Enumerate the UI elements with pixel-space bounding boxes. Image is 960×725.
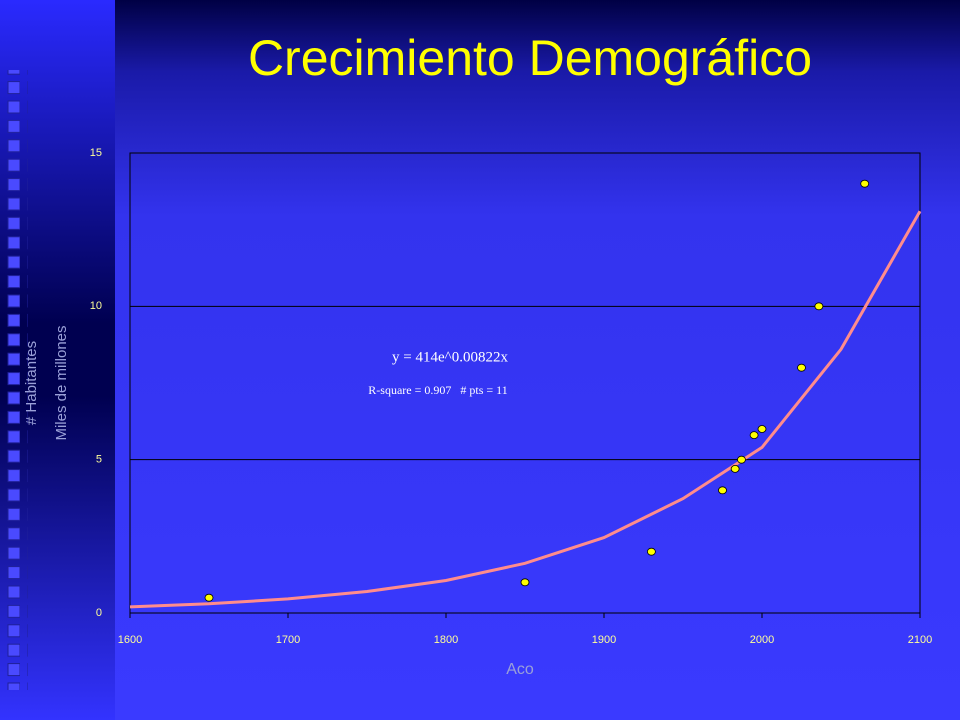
y-tick-label: 0 [96,607,102,619]
data-point [204,593,214,602]
equation: y = 414e^0.00822x [392,349,508,365]
data-point [718,486,727,495]
r-square: R-square = 0.907 # pts = 11 [368,383,507,397]
x-tick-label: 1900 [592,634,616,646]
data-point [730,464,740,473]
y-axis-label: # Habitantes [23,341,40,425]
x-tick-label: 1700 [276,634,300,646]
data-point [647,547,656,556]
chart-title: Crecimiento Demográfico [248,30,812,86]
data-point [757,425,767,433]
data-point [814,302,824,311]
data-point [797,363,806,372]
y-tick-label: 10 [90,300,102,312]
data-point [737,455,746,464]
data-point [520,578,530,587]
x-tick-label: 1800 [434,634,458,646]
x-tick-label: 2100 [908,634,932,646]
x-axis-label: Aco [506,661,534,678]
data-point [860,179,870,188]
y-tick-label: 15 [90,147,102,159]
y-axis-label: Miles de millones [53,325,70,440]
x-tick-label: 1600 [118,634,142,646]
data-point [749,431,759,440]
side-pattern [0,70,28,690]
trend-line [129,210,922,609]
x-tick-label: 2000 [750,634,774,646]
y-tick-label: 5 [96,454,102,466]
